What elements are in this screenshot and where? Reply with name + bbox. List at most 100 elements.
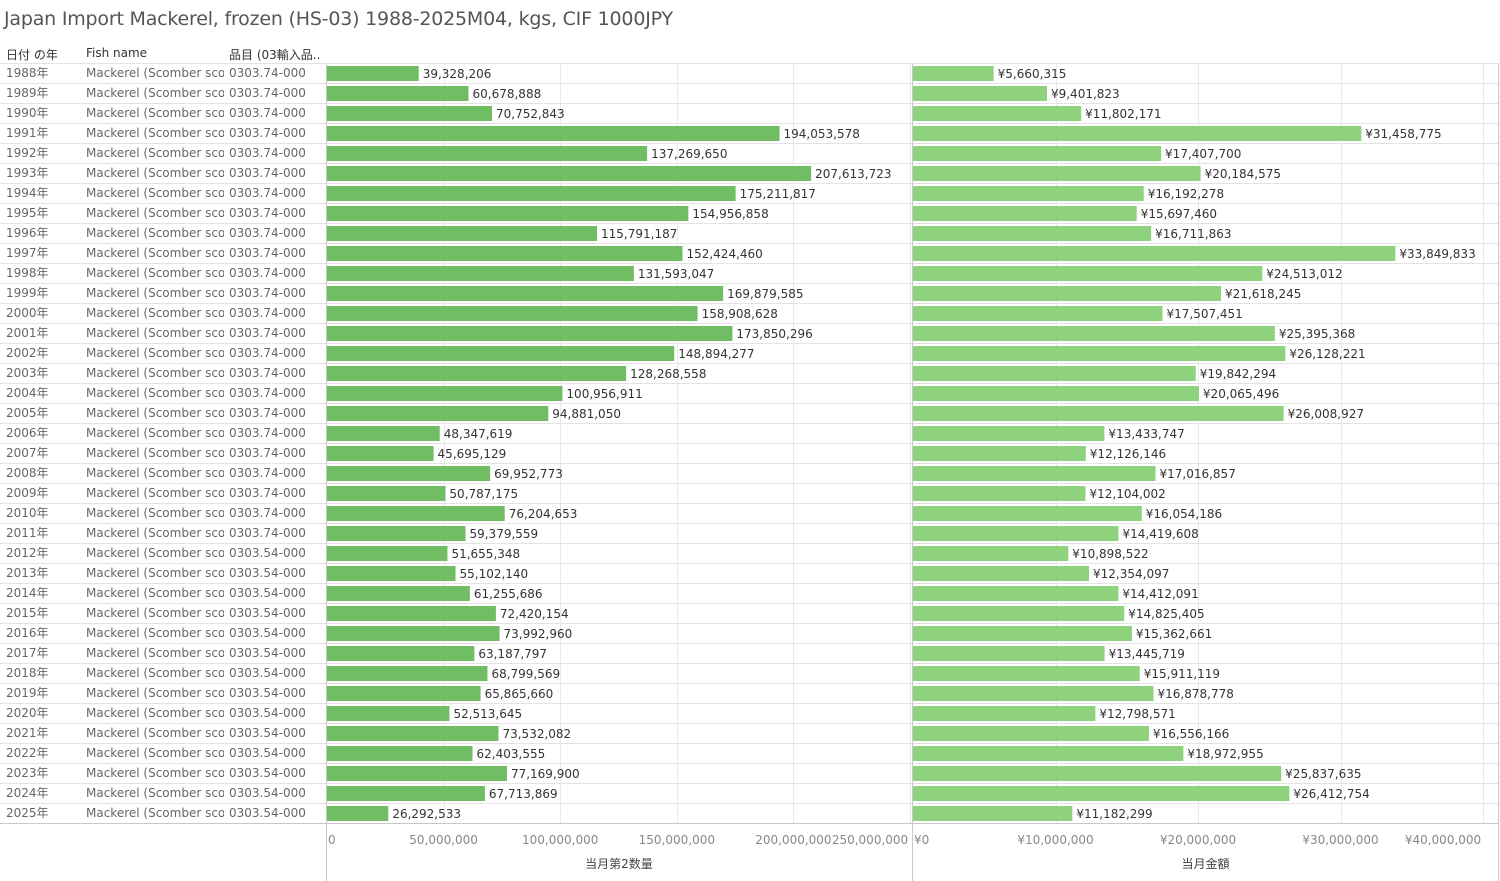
- table-row[interactable]: 1999年 Mackerel (Scomber sco.. 0303.74-000: [0, 283, 326, 303]
- bar-quantity[interactable]: [327, 266, 634, 281]
- bar-quantity[interactable]: [327, 506, 505, 521]
- table-row[interactable]: 1993年 Mackerel (Scomber sco.. 0303.74-000: [0, 163, 326, 183]
- table-row[interactable]: 2006年 Mackerel (Scomber sco.. 0303.74-000: [0, 423, 326, 443]
- table-row[interactable]: 2017年 Mackerel (Scomber sco.. 0303.54-000: [0, 643, 326, 663]
- bar-value[interactable]: [913, 766, 1282, 781]
- bar-value[interactable]: [913, 306, 1163, 321]
- bar-value[interactable]: [913, 606, 1125, 621]
- bar-quantity[interactable]: [327, 726, 499, 741]
- table-row[interactable]: 2024年 Mackerel (Scomber sco.. 0303.54-000: [0, 783, 326, 803]
- bar-quantity[interactable]: [327, 426, 440, 441]
- bar-quantity[interactable]: [327, 326, 733, 341]
- bar-quantity[interactable]: [327, 186, 736, 201]
- bar-value[interactable]: [913, 386, 1199, 401]
- bar-value[interactable]: [913, 366, 1196, 381]
- bar-value[interactable]: [913, 746, 1184, 761]
- table-row[interactable]: 1997年 Mackerel (Scomber sco.. 0303.74-000: [0, 243, 326, 263]
- table-row[interactable]: 2012年 Mackerel (Scomber sco.. 0303.54-000: [0, 543, 326, 563]
- table-row[interactable]: 2008年 Mackerel (Scomber sco.. 0303.74-000: [0, 463, 326, 483]
- table-row[interactable]: 2010年 Mackerel (Scomber sco.. 0303.74-000: [0, 503, 326, 523]
- bar-value[interactable]: [913, 506, 1142, 521]
- table-row[interactable]: 2019年 Mackerel (Scomber sco.. 0303.54-000: [0, 683, 326, 703]
- bar-value[interactable]: [913, 86, 1047, 101]
- bar-value[interactable]: [913, 546, 1069, 561]
- table-row[interactable]: 1996年 Mackerel (Scomber sco.. 0303.74-000: [0, 223, 326, 243]
- bar-value[interactable]: [913, 206, 1137, 221]
- bar-value[interactable]: [913, 186, 1144, 201]
- bar-quantity[interactable]: [327, 106, 492, 121]
- table-row[interactable]: 2007年 Mackerel (Scomber sco.. 0303.74-000: [0, 443, 326, 463]
- table-row[interactable]: 2004年 Mackerel (Scomber sco.. 0303.74-000: [0, 383, 326, 403]
- bar-value[interactable]: [913, 486, 1086, 501]
- bar-quantity[interactable]: [327, 366, 627, 381]
- bar-quantity[interactable]: [327, 666, 488, 681]
- bar-quantity[interactable]: [327, 146, 648, 161]
- bar-value[interactable]: [913, 586, 1119, 601]
- table-row[interactable]: 2013年 Mackerel (Scomber sco.. 0303.54-000: [0, 563, 326, 583]
- bar-value[interactable]: [913, 706, 1096, 721]
- table-row[interactable]: 2001年 Mackerel (Scomber sco.. 0303.74-000: [0, 323, 326, 343]
- bar-quantity[interactable]: [327, 166, 812, 181]
- table-row[interactable]: 2009年 Mackerel (Scomber sco.. 0303.74-000: [0, 483, 326, 503]
- bar-quantity[interactable]: [327, 786, 485, 801]
- bar-value[interactable]: [913, 526, 1119, 541]
- bar-value[interactable]: [913, 686, 1154, 701]
- bar-value[interactable]: [913, 666, 1140, 681]
- table-row[interactable]: 2018年 Mackerel (Scomber sco.. 0303.54-000: [0, 663, 326, 683]
- bar-quantity[interactable]: [327, 686, 481, 701]
- table-row[interactable]: 2014年 Mackerel (Scomber sco.. 0303.54-000: [0, 583, 326, 603]
- bar-quantity[interactable]: [327, 246, 683, 261]
- table-row[interactable]: 2003年 Mackerel (Scomber sco.. 0303.74-000: [0, 363, 326, 383]
- bar-value[interactable]: [913, 786, 1290, 801]
- table-row[interactable]: 2021年 Mackerel (Scomber sco.. 0303.54-000: [0, 723, 326, 743]
- bar-quantity[interactable]: [327, 566, 456, 581]
- table-row[interactable]: 2002年 Mackerel (Scomber sco.. 0303.74-000: [0, 343, 326, 363]
- table-row[interactable]: 2023年 Mackerel (Scomber sco.. 0303.54-000: [0, 763, 326, 783]
- bar-quantity[interactable]: [327, 546, 448, 561]
- bar-quantity[interactable]: [327, 66, 419, 81]
- table-row[interactable]: 1989年 Mackerel (Scomber sco.. 0303.74-000: [0, 83, 326, 103]
- table-row[interactable]: 1998年 Mackerel (Scomber sco.. 0303.74-000: [0, 263, 326, 283]
- bar-value[interactable]: [913, 806, 1073, 821]
- bar-value[interactable]: [913, 286, 1222, 301]
- table-row[interactable]: 2025年 Mackerel (Scomber sco.. 0303.54-000: [0, 803, 326, 823]
- bar-value[interactable]: [913, 566, 1090, 581]
- bar-value[interactable]: [913, 426, 1105, 441]
- table-row[interactable]: 2016年 Mackerel (Scomber sco.. 0303.54-000: [0, 623, 326, 643]
- bar-quantity[interactable]: [327, 286, 724, 301]
- bar-value[interactable]: [913, 346, 1286, 361]
- bar-quantity[interactable]: [327, 646, 475, 661]
- bar-value[interactable]: [913, 106, 1082, 121]
- bar-value[interactable]: [913, 626, 1132, 641]
- bar-quantity[interactable]: [327, 606, 496, 621]
- bar-quantity[interactable]: [327, 206, 689, 221]
- table-row[interactable]: 2000年 Mackerel (Scomber sco.. 0303.74-000: [0, 303, 326, 323]
- bar-value[interactable]: [913, 226, 1152, 241]
- table-row[interactable]: 2020年 Mackerel (Scomber sco.. 0303.54-000: [0, 703, 326, 723]
- bar-quantity[interactable]: [327, 466, 491, 481]
- table-row[interactable]: 1994年 Mackerel (Scomber sco.. 0303.74-000: [0, 183, 326, 203]
- column-header-fish-name[interactable]: Fish name: [86, 46, 148, 60]
- bar-quantity[interactable]: [327, 306, 698, 321]
- bar-value[interactable]: [913, 66, 994, 81]
- bar-quantity[interactable]: [327, 586, 470, 601]
- bar-quantity[interactable]: [327, 526, 466, 541]
- bar-quantity[interactable]: [327, 626, 500, 641]
- table-row[interactable]: 2022年 Mackerel (Scomber sco.. 0303.54-000: [0, 743, 326, 763]
- bar-quantity[interactable]: [327, 226, 598, 241]
- column-header-year[interactable]: 日付 の年: [6, 48, 58, 62]
- bar-value[interactable]: [913, 446, 1086, 461]
- bar-value[interactable]: [913, 726, 1149, 741]
- table-row[interactable]: 1990年 Mackerel (Scomber sco.. 0303.74-000: [0, 103, 326, 123]
- table-row[interactable]: 2005年 Mackerel (Scomber sco.. 0303.74-000: [0, 403, 326, 423]
- bar-quantity[interactable]: [327, 86, 469, 101]
- table-row[interactable]: 1991年 Mackerel (Scomber sco.. 0303.74-000: [0, 123, 326, 143]
- bar-value[interactable]: [913, 646, 1105, 661]
- bar-value[interactable]: [913, 246, 1396, 261]
- bar-quantity[interactable]: [327, 406, 549, 421]
- bar-quantity[interactable]: [327, 806, 389, 821]
- bar-quantity[interactable]: [327, 746, 473, 761]
- bar-quantity[interactable]: [327, 766, 507, 781]
- bar-value[interactable]: [913, 326, 1275, 341]
- bar-value[interactable]: [913, 406, 1284, 421]
